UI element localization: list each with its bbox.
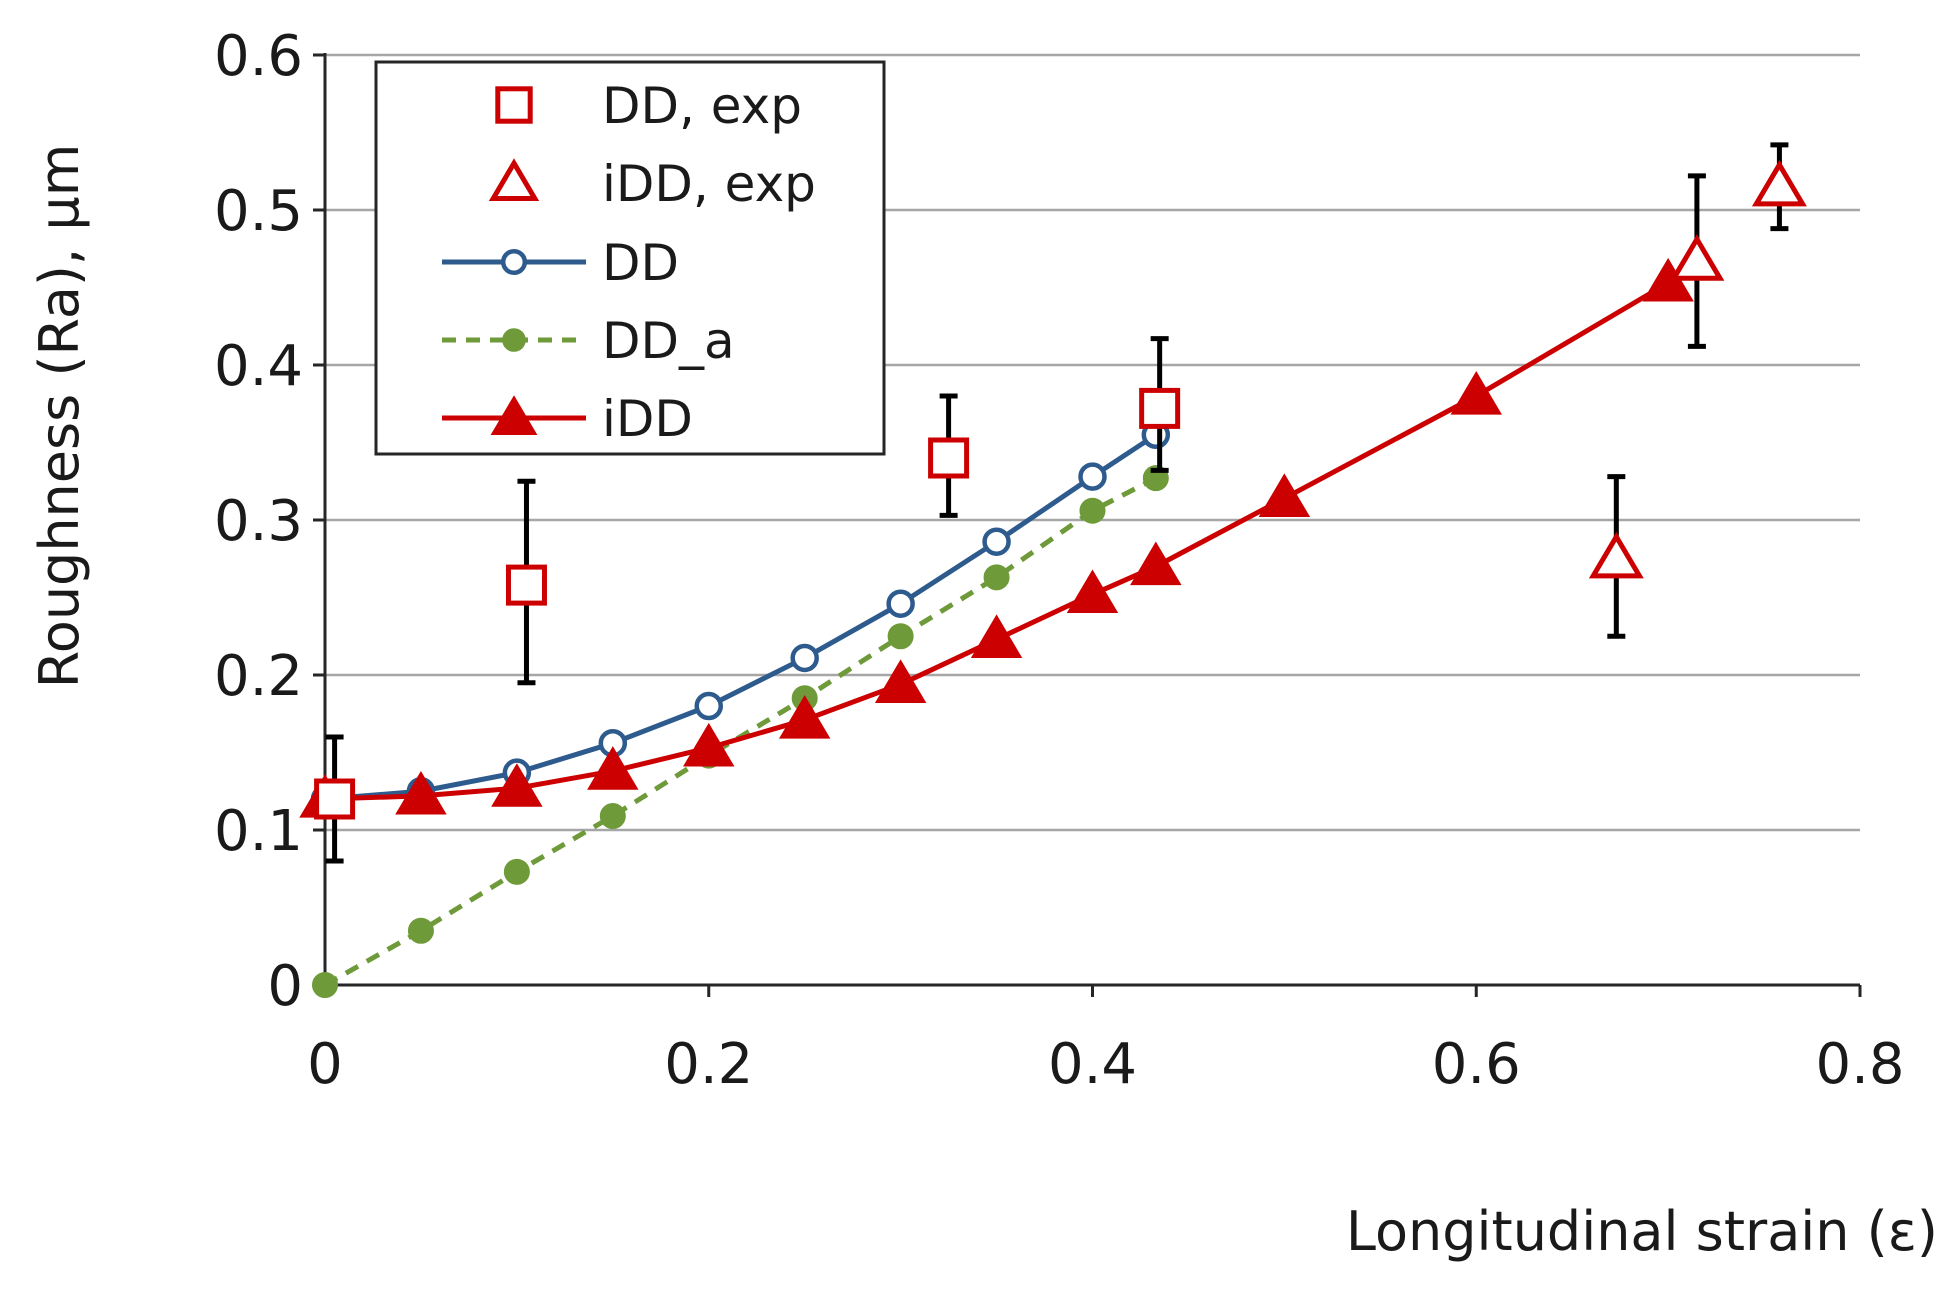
plot-series bbox=[299, 142, 1807, 998]
x-tick-label-4: 0.8 bbox=[1815, 1032, 1904, 1097]
dd-exp-point-0 bbox=[314, 778, 356, 820]
y-tick-label-3: 0.3 bbox=[214, 489, 303, 554]
axes: 0 0.1 0.2 0.3 0.4 0.5 0.6 0 0.2 0.4 0.6 0.8 bbox=[214, 24, 1905, 1097]
y-tick-label-5: 0.5 bbox=[214, 179, 303, 244]
legend-marker-idd-exp bbox=[488, 158, 540, 201]
dd-a-line bbox=[323, 475, 1157, 988]
dd-point-5 bbox=[790, 643, 819, 673]
y-tick-label-2: 0.2 bbox=[214, 644, 303, 709]
dd-a-point-8 bbox=[1079, 497, 1106, 524]
dd-exp-point-1 bbox=[505, 564, 547, 606]
series-dd-a bbox=[312, 465, 1169, 998]
x-axis-label: Longitudinal strain (ε) bbox=[1346, 1200, 1938, 1263]
idd-exp-point-1 bbox=[1669, 234, 1725, 281]
idd-point-7 bbox=[970, 614, 1023, 659]
dd-point-8 bbox=[1078, 462, 1107, 491]
idd-point-3 bbox=[587, 746, 639, 790]
dd-a-point-6 bbox=[887, 623, 914, 650]
dd-a-point-0 bbox=[312, 972, 338, 998]
dd-a-point-1 bbox=[407, 917, 434, 944]
legend-item-dd: DD bbox=[442, 234, 679, 292]
legend-label-dd-exp: DD, exp bbox=[602, 77, 802, 135]
x-tick-label-0: 0 bbox=[307, 1032, 343, 1097]
dd-a-point-2 bbox=[503, 858, 530, 885]
idd-point-9 bbox=[1130, 541, 1182, 586]
legend-label-dd: DD bbox=[602, 234, 679, 292]
legend-label-dd-a: DD_a bbox=[602, 312, 735, 370]
legend: DD, exp iDD, exp DD DD_a iDD bbox=[374, 60, 886, 456]
legend-item-dd-exp: DD, exp bbox=[495, 77, 802, 135]
idd-exp-point-0 bbox=[1588, 531, 1644, 579]
idd-point-6 bbox=[874, 659, 927, 703]
dd-point-7 bbox=[982, 527, 1011, 556]
idd-point-4 bbox=[683, 722, 735, 767]
legend-marker-idd bbox=[490, 395, 538, 435]
y-axis-label: Roughness (Ra), µm bbox=[28, 144, 91, 689]
dd-point-6 bbox=[886, 589, 915, 618]
legend-marker-dd-exp bbox=[495, 86, 533, 124]
idd-point-1 bbox=[395, 770, 447, 815]
y-tick-label-6: 0.6 bbox=[214, 24, 303, 89]
y-tick-label-1: 0.1 bbox=[214, 799, 303, 864]
y-tick-label-4: 0.4 bbox=[214, 334, 303, 399]
dd-point-4 bbox=[694, 691, 723, 721]
idd-point-5 bbox=[778, 694, 831, 739]
idd-point-8 bbox=[1066, 569, 1119, 614]
x-tick-label-1: 0.2 bbox=[664, 1032, 753, 1097]
dd-a-point-7 bbox=[983, 564, 1010, 591]
idd-point-10 bbox=[1258, 473, 1311, 517]
series-idd-exp bbox=[1588, 142, 1807, 639]
legend-label-idd: iDD bbox=[602, 390, 693, 448]
legend-item-idd: iDD bbox=[442, 390, 693, 448]
legend-marker-dd-a bbox=[502, 328, 526, 352]
legend-item-idd-exp: iDD, exp bbox=[488, 155, 816, 213]
legend-box bbox=[374, 60, 886, 456]
legend-marker-dd bbox=[500, 248, 528, 276]
x-tick-label-3: 0.6 bbox=[1432, 1032, 1521, 1097]
idd-point-11 bbox=[1450, 371, 1502, 415]
dd-exp-point-3 bbox=[1139, 387, 1181, 429]
idd-exp-point-2 bbox=[1751, 159, 1807, 207]
x-tick-label-2: 0.4 bbox=[1048, 1032, 1137, 1097]
dd-exp-point-2 bbox=[928, 437, 970, 479]
legend-item-dd-a: DD_a bbox=[442, 312, 735, 370]
y-tick-label-0: 0 bbox=[267, 954, 303, 1019]
legend-label-idd-exp: iDD, exp bbox=[602, 155, 816, 213]
dd-a-point-3 bbox=[599, 803, 626, 830]
idd-point-2 bbox=[491, 763, 543, 807]
series-dd-exp bbox=[314, 336, 1181, 864]
dd-line bbox=[324, 432, 1158, 802]
